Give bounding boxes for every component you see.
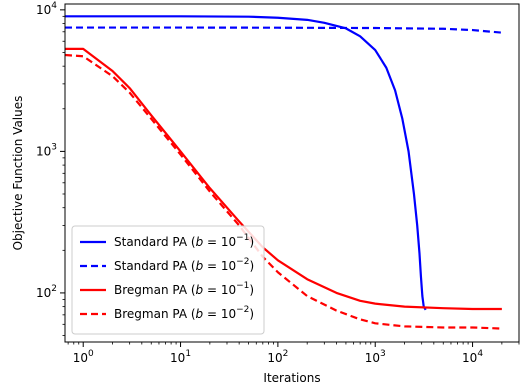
legend-label-3: Bregman PA (b = 10−1) — [114, 281, 254, 297]
legend-label-4: Bregman PA (b = 10−2) — [114, 305, 254, 321]
legend-label-1: Standard PA (b = 10−1) — [114, 233, 254, 249]
legend-box — [71, 225, 265, 335]
y-tick-label: 104 — [36, 1, 57, 17]
plot-lines — [65, 15, 502, 330]
x-tick-label: 100 — [73, 349, 94, 365]
y-tick-label: 103 — [36, 142, 57, 158]
y-tick-label: 102 — [36, 284, 57, 300]
series-line-4 — [65, 53, 502, 330]
y-axis-label: Objective Function Values — [11, 96, 25, 251]
x-tick-label: 101 — [170, 349, 191, 365]
x-axis-label: Iterations — [263, 371, 320, 385]
legend-label-2: Standard PA (b = 10−2) — [114, 257, 254, 273]
series-line-1 — [65, 15, 427, 311]
series-line-2 — [65, 26, 502, 34]
x-tick-label: 102 — [267, 349, 288, 365]
x-tick-label: 104 — [462, 349, 483, 365]
legend: Standard PA (b = 10−1) Standard PA (b = 1… — [71, 225, 265, 335]
x-tick-label: 103 — [365, 349, 386, 365]
series-line-3 — [65, 47, 502, 311]
